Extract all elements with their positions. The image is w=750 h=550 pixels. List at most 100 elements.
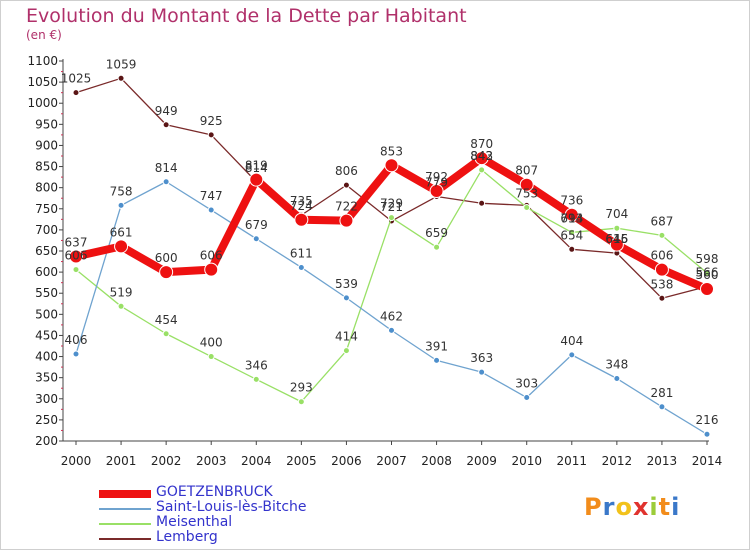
data-label: 645 xyxy=(605,232,628,246)
data-point xyxy=(72,89,80,97)
legend-label: Saint-Louis-lès-Bitche xyxy=(156,499,307,515)
data-point xyxy=(204,262,219,277)
series-goetzenbruck xyxy=(69,151,714,296)
data-label: 348 xyxy=(605,358,628,372)
data-label: 600 xyxy=(155,251,178,265)
data-label: 806 xyxy=(335,164,358,178)
data-point xyxy=(72,266,80,274)
data-point xyxy=(117,74,125,82)
y-tick-label: 300 xyxy=(35,392,58,406)
data-label: 654 xyxy=(560,228,583,242)
data-label: 661 xyxy=(110,225,133,239)
data-point xyxy=(564,207,579,222)
legend-swatch xyxy=(99,523,151,525)
data-label: 1059 xyxy=(106,57,137,71)
logo-letter: o xyxy=(615,493,633,521)
data-label: 842 xyxy=(470,149,493,163)
data-label: 404 xyxy=(560,334,583,348)
data-point xyxy=(433,356,441,364)
data-point xyxy=(72,350,80,358)
chart-series xyxy=(69,74,714,438)
data-point xyxy=(478,199,486,207)
data-point xyxy=(658,231,666,239)
data-label: 454 xyxy=(155,313,178,327)
data-label: 687 xyxy=(650,214,673,228)
data-label: 611 xyxy=(290,246,313,260)
y-tick-label: 900 xyxy=(35,138,58,152)
data-point xyxy=(252,375,260,383)
data-label: 659 xyxy=(425,226,448,240)
line-chart: 200 250 300 350 400 450 500 550 600 650 700 750 800 8… xyxy=(27,54,723,468)
data-point xyxy=(297,263,305,271)
y-tick-label: 850 xyxy=(35,160,58,174)
data-label: 539 xyxy=(335,277,358,291)
legend-label: Lemberg xyxy=(156,529,218,545)
data-point xyxy=(654,262,669,277)
data-point xyxy=(523,204,531,212)
y-tick-label: 400 xyxy=(35,350,58,364)
data-point xyxy=(609,237,624,252)
data-point xyxy=(658,294,666,302)
data-point xyxy=(478,166,486,174)
data-label: 406 xyxy=(65,333,88,347)
data-point xyxy=(474,151,489,166)
data-label: 722 xyxy=(335,200,358,214)
data-label: 870 xyxy=(470,137,493,151)
logo-letter: i xyxy=(649,493,659,521)
y-tick-label: 200 xyxy=(35,434,58,448)
data-point xyxy=(613,224,621,232)
data-point xyxy=(162,121,170,129)
data-label: 566 xyxy=(696,265,719,279)
y-tick-label: 700 xyxy=(35,223,58,237)
logo-letter: x xyxy=(632,493,650,521)
data-label: 606 xyxy=(65,249,88,263)
y-tick-label: 750 xyxy=(35,202,58,216)
data-label: 758 xyxy=(110,184,133,198)
x-tick-label: 2006 xyxy=(331,454,362,468)
y-tick-label: 1050 xyxy=(27,75,58,89)
data-label: 704 xyxy=(605,207,628,221)
data-point xyxy=(703,430,711,438)
x-tick-label: 2000 xyxy=(61,454,92,468)
data-label: 753 xyxy=(515,187,538,201)
y-tick-label: 950 xyxy=(35,117,58,131)
data-label: 616 xyxy=(605,232,628,246)
data-point xyxy=(523,394,531,402)
y-tick-label: 1100 xyxy=(27,54,58,68)
data-point xyxy=(162,178,170,186)
data-label: 216 xyxy=(696,413,719,427)
data-point xyxy=(342,294,350,302)
legend-label: GOETZENBRUCK xyxy=(156,484,273,500)
x-tick-label: 2014 xyxy=(692,454,723,468)
data-point xyxy=(429,184,444,199)
data-label: 807 xyxy=(515,164,538,178)
logo-letter: t xyxy=(658,493,672,521)
logo-letter: P xyxy=(584,493,603,521)
data-point xyxy=(658,403,666,411)
data-label: 747 xyxy=(200,189,223,203)
data-label: 814 xyxy=(245,161,268,175)
data-label: 721 xyxy=(380,200,403,214)
logo-letter: i xyxy=(671,493,681,521)
data-point xyxy=(388,326,395,334)
data-label: 679 xyxy=(245,218,268,232)
data-point xyxy=(117,201,125,209)
x-tick-label: 2013 xyxy=(647,454,678,468)
data-point xyxy=(568,351,576,359)
series-saint-louis-les-bitche xyxy=(72,178,711,438)
data-label: 694 xyxy=(560,211,583,225)
x-tick-label: 2012 xyxy=(602,454,633,468)
data-label: 391 xyxy=(425,339,448,353)
y-tick-label: 450 xyxy=(35,328,58,342)
data-label: 281 xyxy=(650,386,673,400)
x-tick-label: 2002 xyxy=(151,454,182,468)
data-point xyxy=(478,368,486,376)
x-tick-label: 2007 xyxy=(376,454,407,468)
data-point xyxy=(159,265,174,280)
data-point xyxy=(613,375,621,383)
data-point xyxy=(519,177,534,192)
chart-unit: (en €) xyxy=(26,28,62,42)
data-point xyxy=(339,213,354,228)
series-meisenthal xyxy=(72,166,711,406)
